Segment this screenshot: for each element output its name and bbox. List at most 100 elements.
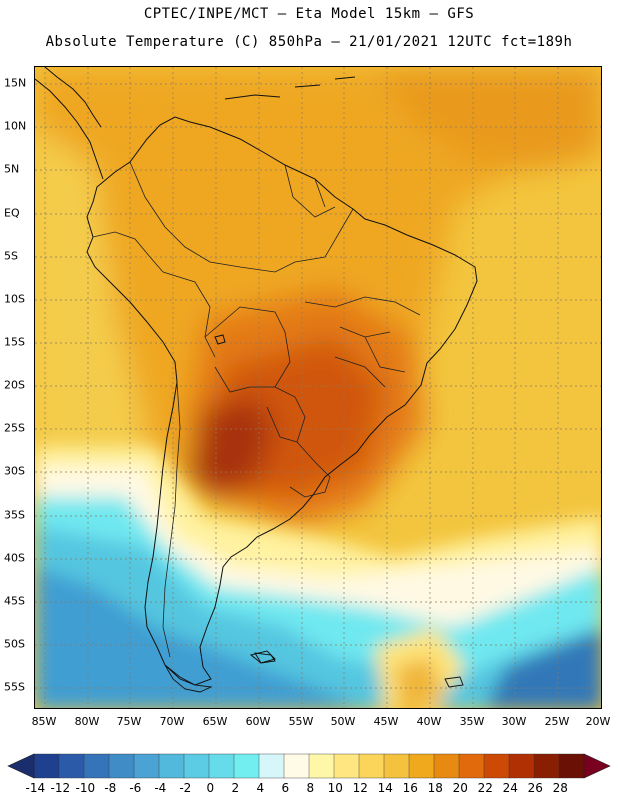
colorbar-cell: [33, 753, 60, 779]
colorbar-label: 2: [231, 781, 240, 795]
colorbar-cell: [283, 753, 310, 779]
chart-title-line1: CPTEC/INPE/MCT – Eta Model 15km – GFS: [143, 6, 475, 22]
colorbar-label: 18: [427, 781, 443, 795]
colorbar: [7, 753, 611, 779]
colorbar-label: 20: [452, 781, 468, 795]
coastlines: [35, 67, 478, 686]
country-borders: [92, 161, 421, 658]
colorbar-label: -10: [75, 781, 96, 795]
colorbar-label: -4: [154, 781, 167, 795]
temperature-map: [35, 67, 601, 708]
lon-label-40w: 40W: [416, 715, 442, 728]
tierra-del-fuego: [164, 652, 464, 693]
lon-label-50w: 50W: [330, 715, 356, 728]
lat-label-20s: 20S: [4, 378, 25, 392]
lat-label-25s: 25S: [4, 421, 25, 435]
border-brazil-states: [304, 296, 421, 388]
colorbar-cell: [233, 753, 260, 779]
map-panel: [34, 66, 602, 709]
lat-label-30s: 30S: [4, 464, 25, 478]
lon-label-70w: 70W: [159, 715, 185, 728]
colorbar-cell: [433, 753, 460, 779]
lat-label-5n: 5N: [4, 162, 20, 176]
lat-label-45s: 45S: [4, 594, 25, 608]
border-argentina-chile: [162, 381, 181, 658]
lat-label-35s: 35S: [4, 508, 25, 522]
lake-titicaca: [214, 334, 226, 345]
colorbar-cell: [58, 753, 85, 779]
colorbar-cell: [108, 753, 135, 779]
lat-label-55s: 55S: [4, 680, 25, 694]
border-peru-brazil: [162, 271, 216, 358]
lon-label-55w: 55W: [288, 715, 314, 728]
lon-label-20w: 20W: [585, 715, 611, 728]
colorbar-label: -14: [25, 781, 46, 795]
colorbar-over-arrow: [583, 753, 611, 779]
colorbar-cell: [458, 753, 485, 779]
colorbar-under-arrow: [7, 753, 35, 779]
colorbar-label: -2: [179, 781, 192, 795]
lon-label-75w: 75W: [116, 715, 142, 728]
south-america-coastline: [86, 116, 478, 686]
colorbar-cell: [483, 753, 510, 779]
colorbar-label: 24: [502, 781, 518, 795]
border-paraguay: [266, 386, 306, 443]
colorbar-label: -12: [50, 781, 71, 795]
field-pacific-light: [35, 127, 145, 487]
central-america-coastline: [35, 67, 104, 180]
lat-label-10n: 10N: [4, 119, 27, 133]
border-guianas: [284, 164, 336, 218]
lon-label-85w: 85W: [31, 715, 57, 728]
colorbar-label: -8: [104, 781, 117, 795]
lat-label-10s: 10S: [4, 292, 25, 306]
colorbar-label: 10: [327, 781, 343, 795]
falklands: [249, 650, 276, 664]
border-colombia-ecuador: [92, 231, 164, 273]
colorbar-label: 0: [206, 781, 215, 795]
border-north: [129, 161, 354, 273]
border-brazil-uruguay: [289, 441, 331, 498]
graticule: [35, 67, 601, 708]
field-warm-ocean-ne: [375, 67, 601, 167]
colorbar-label: 12: [352, 781, 368, 795]
colorbar-cell: [133, 753, 160, 779]
colorbar-label: 16: [402, 781, 418, 795]
field-orange-tongue: [395, 657, 445, 708]
colorbar-cell: [158, 753, 185, 779]
colorbar-cell: [408, 753, 435, 779]
chart-title-line2: Absolute Temperature (C) 850hPa – 21/01/…: [45, 34, 573, 50]
lat-label-5s: 5S: [4, 249, 18, 263]
colorbar-label: 8: [306, 781, 315, 795]
lon-label-35w: 35W: [459, 715, 485, 728]
colorbar-cell: [558, 753, 585, 779]
caribbean-islands: [224, 76, 356, 100]
colorbar-cell: [208, 753, 235, 779]
lon-label-65w: 65W: [202, 715, 228, 728]
lon-label-60w: 60W: [245, 715, 271, 728]
colorbar-cell: [333, 753, 360, 779]
colorbar-cell: [383, 753, 410, 779]
colorbar-cell: [308, 753, 335, 779]
colorbar-label: 22: [477, 781, 493, 795]
colorbar-label: 26: [527, 781, 543, 795]
lon-label-45w: 45W: [373, 715, 399, 728]
colorbar-label: 4: [256, 781, 265, 795]
colorbar-cell: [508, 753, 535, 779]
colorbar-cell: [533, 753, 560, 779]
field-hottest-core: [185, 397, 275, 497]
colorbar-label: 6: [281, 781, 290, 795]
colorbar-label: -6: [129, 781, 142, 795]
colorbar-cell: [83, 753, 110, 779]
lon-label-30w: 30W: [501, 715, 527, 728]
lat-label-40s: 40S: [4, 551, 25, 565]
colorbar-label: 28: [552, 781, 568, 795]
colorbar-cell: [358, 753, 385, 779]
colorbar-label: 14: [377, 781, 393, 795]
border-bolivia: [204, 306, 291, 393]
lat-label-15s: 15S: [4, 335, 25, 349]
lon-label-25w: 25W: [544, 715, 570, 728]
lat-label-eq: EQ: [4, 206, 20, 220]
colorbar-cells: [33, 753, 585, 779]
lat-label-50s: 50S: [4, 637, 25, 651]
colorbar-cell: [183, 753, 210, 779]
